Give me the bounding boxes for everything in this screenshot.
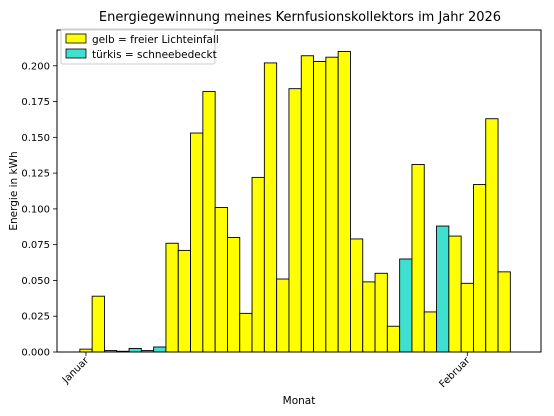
bar-day-15 (251, 176, 265, 353)
bar-day-22 (337, 51, 351, 353)
legend-label-gelb: gelb = freier Lichteinfall (92, 34, 219, 46)
legend: gelb = freier Lichteinfall türkis = schn… (60, 28, 219, 65)
x-tick-label: Februar (437, 355, 473, 391)
legend-swatch-tuerkis (65, 48, 87, 59)
y-axis-ticks: 0.000 0.025 0.050 0.075 0.100 0.125 0.150 0.175… (21, 61, 57, 359)
y-tick-label: 0.000 (21, 348, 50, 359)
bar-day-11 (202, 91, 216, 353)
y-tick-label: 0.150 (21, 133, 50, 144)
bar-day-13 (226, 237, 241, 353)
bar-day-2 (91, 295, 105, 353)
bar-day-23 (350, 238, 364, 353)
legend-label-tuerkis: türkis = schneebedeckt (92, 49, 217, 61)
bar-day-12 (214, 207, 228, 353)
bars-layer (79, 51, 511, 353)
bar-day-18 (288, 88, 302, 353)
y-tick-label: 0.025 (21, 312, 50, 323)
chart-title: Energiegewinnung meines Kernfusionskolle… (99, 10, 501, 25)
bar-day-34 (485, 118, 499, 353)
bar-day-30 (436, 225, 450, 353)
legend-box (60, 28, 216, 65)
bar-day-14 (239, 312, 253, 353)
bar-day-16 (263, 62, 278, 353)
y-tick-label: 0.175 (21, 97, 50, 108)
y-tick-label: 0.075 (21, 240, 50, 251)
bar-day-7 (153, 346, 167, 353)
y-tick-label: 0.200 (21, 61, 50, 72)
y-tick-label: 0.125 (21, 169, 50, 180)
x-axis-label: Monat (283, 395, 316, 407)
bar-day-28 (411, 164, 425, 353)
bar-day-19 (300, 55, 315, 353)
bar-day-9 (177, 249, 192, 353)
bar-day-5 (128, 347, 142, 353)
x-axis-ticks: Januar Februar (60, 352, 473, 390)
bar-day-25 (374, 272, 388, 353)
bar-day-17 (276, 278, 290, 353)
bar-day-26 (386, 325, 401, 353)
bar-day-21 (325, 56, 339, 353)
bar-day-35 (497, 271, 511, 353)
bar-day-29 (423, 311, 438, 353)
bar-day-27 (399, 258, 413, 353)
bar-day-33 (473, 184, 487, 353)
legend-swatch-gelb (65, 33, 87, 44)
bar-day-32 (460, 282, 474, 353)
y-tick-label: 0.050 (21, 276, 50, 287)
y-axis-label: Energie in kWh (8, 151, 20, 230)
bar-day-20 (313, 61, 327, 353)
x-tick-label: Januar (60, 355, 92, 387)
bar-day-31 (448, 235, 462, 353)
bar-day-8 (165, 242, 179, 353)
bar-day-10 (190, 132, 204, 353)
y-tick-label: 0.100 (21, 204, 50, 215)
plot-frame (56, 29, 542, 353)
bar-day-24 (362, 281, 376, 353)
